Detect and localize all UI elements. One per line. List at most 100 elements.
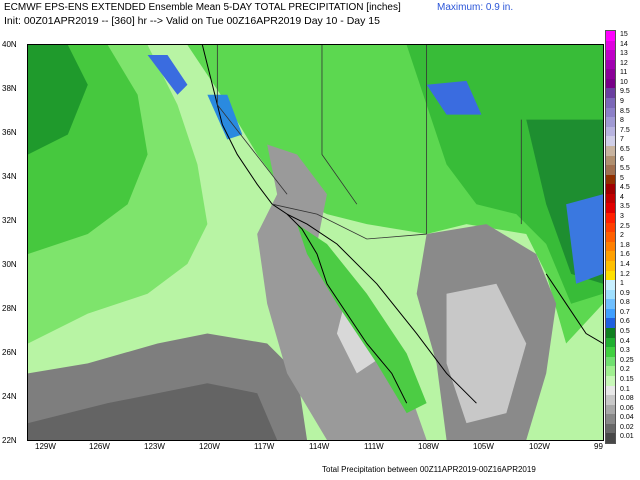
footer-caption: Total Precipitation between 00Z11APR2019… [322, 465, 536, 474]
legend-swatch [606, 433, 615, 444]
lon-label: 99 [594, 442, 603, 451]
legend-swatch [606, 203, 615, 214]
legend-swatch [606, 136, 615, 147]
legend-swatch [606, 251, 615, 262]
lat-label: 22N [2, 436, 17, 445]
legend-swatch [606, 375, 615, 386]
legend-label: 0.3 [620, 347, 630, 355]
east-heavy-precip-zone [566, 194, 603, 284]
legend-swatch [606, 59, 615, 70]
legend-label: 0.15 [620, 375, 634, 383]
legend-swatch [606, 270, 615, 281]
map-subtitle: Init: 00Z01APR2019 -- [360] hr --> Valid… [4, 15, 380, 27]
legend-label: 13 [620, 50, 628, 58]
coastlines [201, 45, 603, 404]
maximum-label: Maximum: 0.9 in. [437, 2, 514, 13]
lon-label: 108W [418, 442, 439, 451]
legend-label: 5 [620, 174, 624, 182]
legend-label: 9 [620, 98, 624, 106]
legend-swatch [606, 414, 615, 425]
lat-label: 34N [2, 172, 17, 181]
legend-label: 0.6 [620, 318, 630, 326]
legend-swatch [606, 385, 615, 396]
ocean-precip-zone-dark [28, 45, 88, 155]
legend-label: 2 [620, 232, 624, 240]
legend-label: 1.2 [620, 270, 630, 278]
mountain-heavy-precip-zone [426, 80, 482, 115]
lat-label: 36N [2, 128, 17, 137]
legend-label: 6.5 [620, 145, 630, 153]
lon-label: 123W [144, 442, 165, 451]
legend-label: 12 [620, 59, 628, 67]
legend-swatch [606, 78, 615, 89]
lat-label: 40N [2, 40, 17, 49]
legend-swatch [606, 145, 615, 157]
lat-label: 24N [2, 392, 17, 401]
legend-label: 1 [620, 280, 624, 288]
legend-label: 0.01 [620, 433, 634, 441]
legend-label: 4 [620, 193, 624, 201]
legend-swatch [606, 165, 615, 176]
legend-swatch [606, 260, 615, 272]
legend-swatch [606, 184, 615, 195]
legend-swatch [606, 213, 615, 224]
legend-swatch [606, 280, 615, 291]
legend-swatch [606, 299, 615, 310]
legend-label: 14 [620, 40, 628, 48]
legend-label: 8.5 [620, 107, 630, 115]
legend-label: 1.4 [620, 260, 630, 268]
legend-label: 1.8 [620, 241, 630, 249]
legend-label: 10 [620, 78, 628, 86]
legend-label: 9.5 [620, 88, 630, 96]
dry-ocean-zone-dark [28, 383, 278, 440]
legend-swatch [606, 328, 615, 339]
legend-label: 7 [620, 136, 624, 144]
legend-swatch [606, 423, 615, 434]
legend-swatch [606, 347, 615, 358]
sierra-heavy-precip-zone [207, 94, 243, 140]
legend-swatch [606, 174, 615, 185]
legend-swatch [606, 241, 615, 252]
legend-swatch [606, 366, 615, 377]
lon-label: 111W [364, 442, 384, 451]
lon-label: 129W [35, 442, 56, 451]
legend-swatch [606, 193, 615, 204]
legend-label: 0.04 [620, 414, 634, 422]
legend-label: 0.7 [620, 308, 630, 316]
lon-label: 102W [529, 442, 550, 451]
legend-swatch [606, 222, 615, 233]
state-borders [216, 45, 522, 240]
legend-label: 1.6 [620, 251, 630, 259]
legend-label: 2.5 [620, 222, 630, 230]
legend-label: 0.06 [620, 404, 634, 412]
legend-swatch [606, 308, 615, 319]
gulf-precip-band [297, 224, 427, 414]
lon-label: 126W [89, 442, 110, 451]
legend-label: 7.5 [620, 126, 630, 134]
map-title: ECMWF EPS-ENS EXTENDED Ensemble Mean 5-D… [4, 2, 401, 13]
legend-swatch [606, 117, 615, 128]
legend-swatch [606, 98, 615, 109]
legend-label: 0.4 [620, 337, 630, 345]
legend-swatch [606, 31, 615, 42]
legend-label: 4.5 [620, 184, 630, 192]
lat-label: 30N [2, 260, 17, 269]
precipitation-map [27, 44, 604, 441]
legend-swatch [606, 107, 615, 118]
legend-swatch [606, 126, 615, 137]
lon-label: 117W [254, 442, 275, 451]
legend-label: 0.25 [620, 356, 634, 364]
legend-label: 0.5 [620, 328, 630, 336]
legend-swatch [606, 404, 615, 415]
legend-label: 11 [620, 69, 628, 77]
legend-swatch [606, 88, 615, 99]
plateau-driest-zone [446, 283, 527, 424]
legend-label: 0.1 [620, 385, 630, 393]
legend-label: 5.5 [620, 165, 630, 173]
lat-label: 32N [2, 216, 17, 225]
lat-label: 26N [2, 348, 17, 357]
legend-swatch [606, 318, 615, 329]
legend-label: 0.8 [620, 299, 630, 307]
legend-swatch [606, 356, 615, 367]
lon-label: 120W [199, 442, 220, 451]
